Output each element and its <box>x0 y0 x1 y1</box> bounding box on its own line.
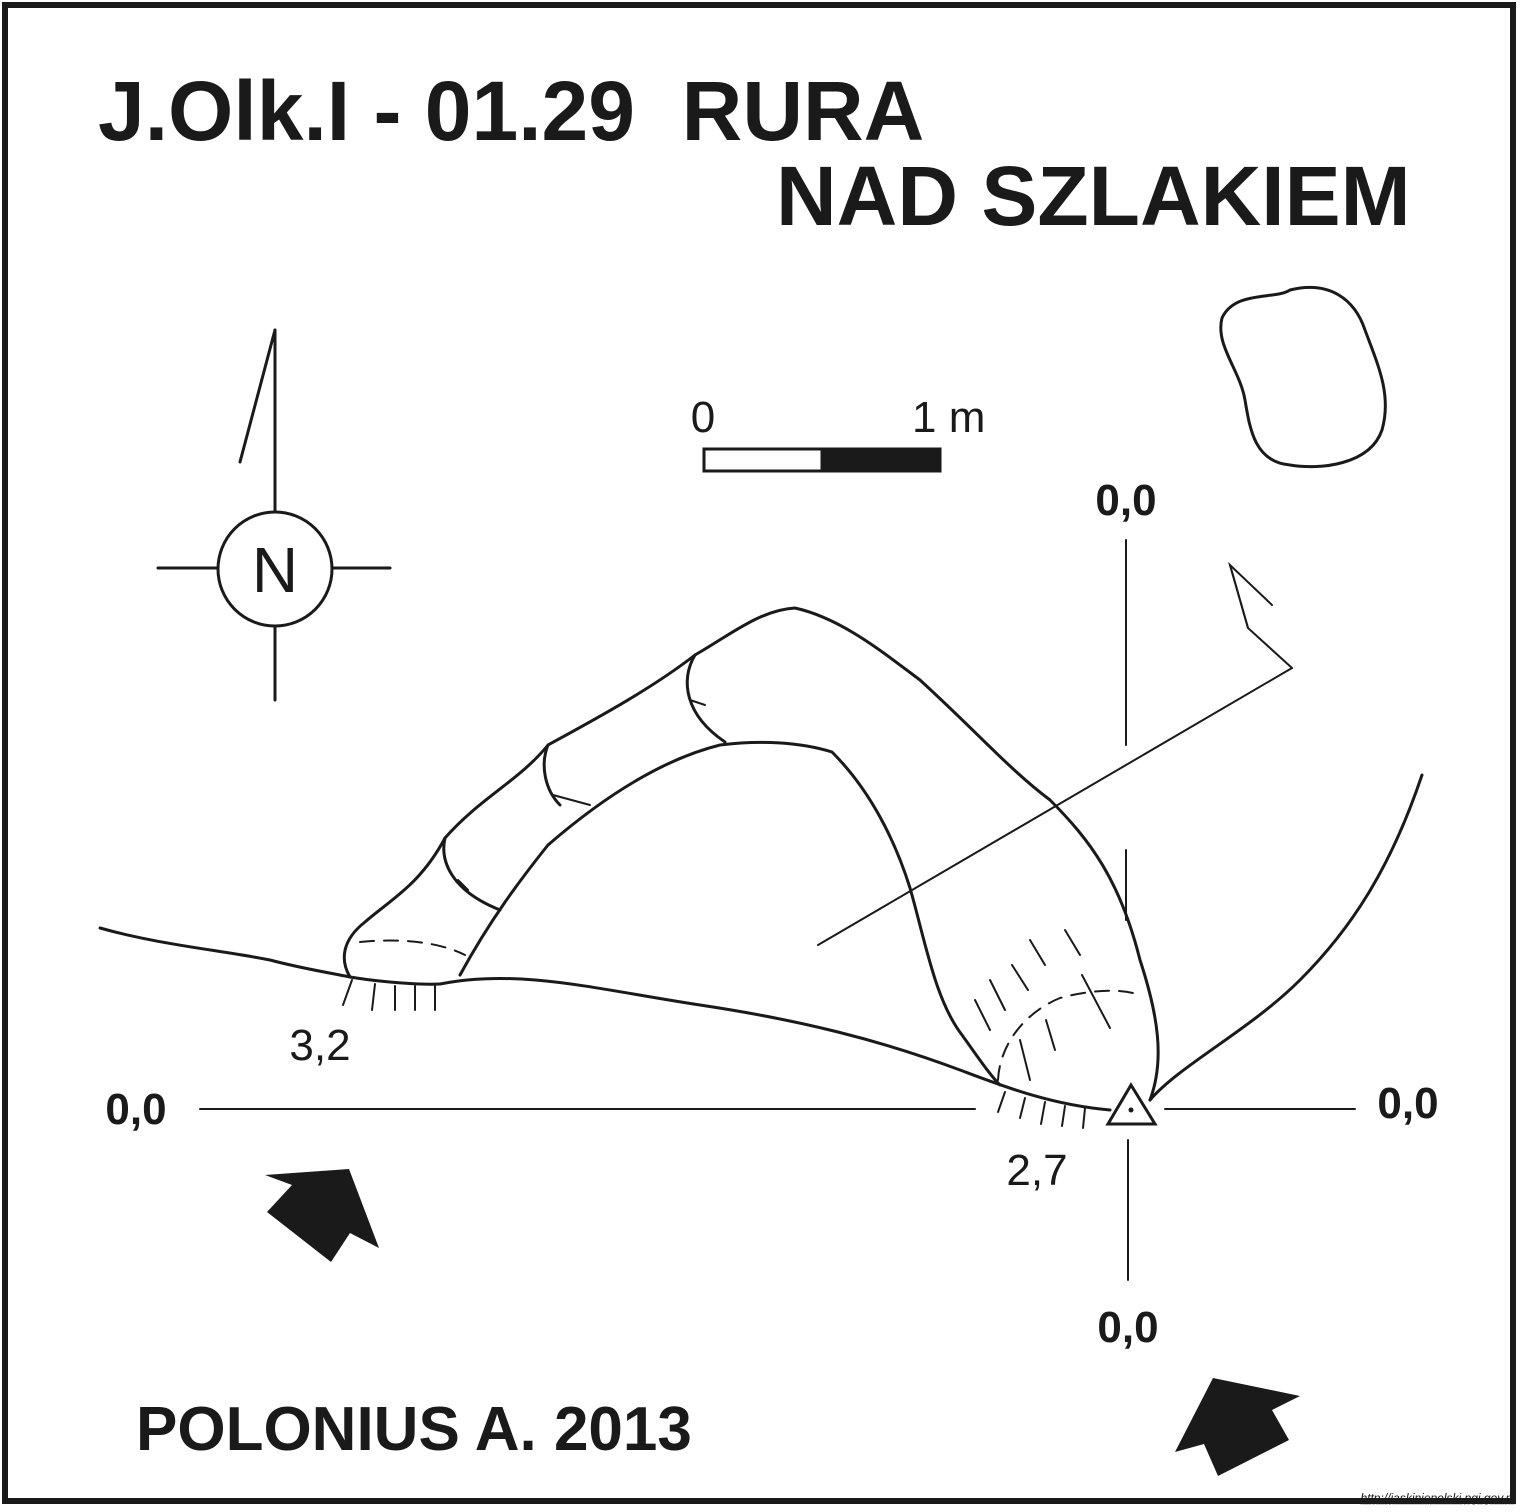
scale-end-label: 1 m <box>912 393 985 442</box>
datum-lines <box>199 539 1356 1281</box>
direction-line <box>817 561 1293 946</box>
north-label: N <box>252 534 298 606</box>
scale-white-segment <box>702 447 824 473</box>
survey-station <box>1105 1082 1158 1126</box>
entrance-arrow-right <box>1175 1378 1300 1476</box>
datum-label-right: 0,0 <box>1377 1079 1438 1128</box>
entrance-ticks-left <box>342 979 436 1011</box>
datum-label-left: 0,0 <box>105 1085 166 1134</box>
slope-hatching <box>974 929 1111 1081</box>
datum-label-top: 0,0 <box>1095 476 1156 525</box>
author-credit: POLONIUS A. 2013 <box>136 1395 692 1464</box>
datum-label-bottom: 0,0 <box>1097 1303 1158 1352</box>
elevation-left-entrance: 3,2 <box>289 1021 350 1070</box>
cave-outline <box>98 606 1424 1129</box>
map-title-line-1: J.Olk.I - 01.29 RURA <box>98 64 924 158</box>
scale-start-label: 0 <box>691 393 715 442</box>
scale-black-segment <box>820 447 942 473</box>
boulder-outline <box>1219 285 1387 469</box>
north-arrow: N <box>156 328 392 702</box>
map-title-line-2: NAD SZLAKIEM <box>776 149 1411 243</box>
north-circle <box>216 510 334 628</box>
scale-bar: 0 1 m <box>691 393 985 473</box>
entrance-ticks-right <box>997 1091 1086 1129</box>
elevation-right-entrance: 2,7 <box>1006 1146 1067 1195</box>
entrance-arrow-left <box>265 1169 379 1262</box>
source-url: http://jaskiniepolski.pgi.gov.pl <box>1360 1491 1515 1505</box>
